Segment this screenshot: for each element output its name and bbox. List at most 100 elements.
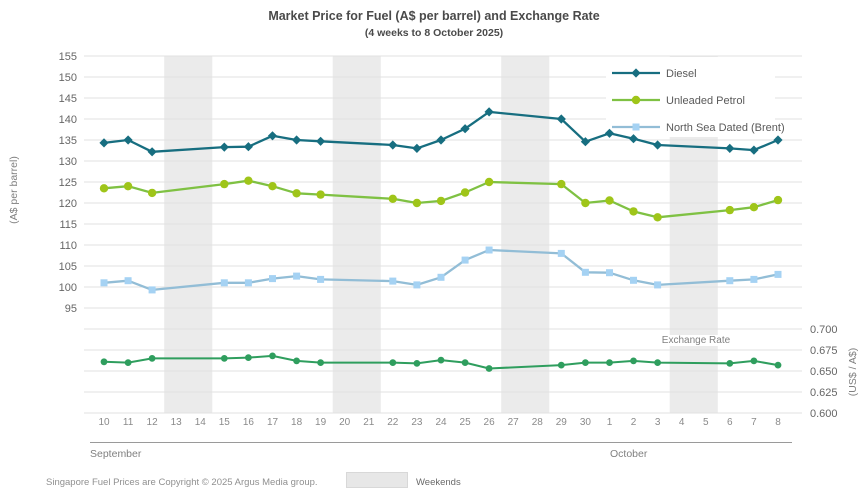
north-sea-dated-brent-point (774, 270, 782, 278)
x-axis-day-label: 6 (727, 417, 733, 428)
north-sea-dated-brent-point (293, 272, 301, 280)
exchange-rate-point (750, 357, 758, 365)
x-axis-day-label: 10 (98, 417, 110, 428)
left-axis-tick: 155 (59, 51, 77, 63)
unleaded-petrol-point (292, 189, 301, 198)
x-axis-day-label: 1 (607, 417, 613, 428)
diesel-point (219, 142, 229, 152)
x-axis-day-label: 26 (484, 417, 496, 428)
diesel-point (316, 136, 326, 146)
exchange-rate-point (245, 354, 252, 361)
unleaded-petrol-point (123, 182, 133, 191)
right-axis-tick: 0.675 (810, 345, 838, 357)
north-sea-dated-brent-point (630, 276, 637, 284)
exchange-rate-point (654, 359, 661, 366)
diesel-point (580, 137, 590, 147)
exchange-rate-point (774, 361, 782, 369)
diesel-point (556, 114, 566, 124)
x-axis-day-label: 29 (556, 417, 568, 428)
exchange-rate-point (148, 355, 156, 362)
north-sea-dated-brent-point (244, 279, 252, 287)
weekend-legend-swatch (346, 472, 408, 488)
diesel-point (725, 143, 735, 153)
diesel-point (243, 142, 253, 152)
month-label-september: September (90, 448, 142, 460)
diesel-point (412, 143, 422, 153)
x-axis-day-label: 12 (147, 417, 159, 428)
unleaded-petrol-point (725, 205, 734, 215)
north-sea-dated-brent-point (750, 275, 758, 283)
x-axis-day-label: 30 (580, 417, 592, 428)
unleaded-petrol-point (749, 203, 759, 212)
diesel-point (267, 131, 278, 141)
left-axis-tick: 145 (59, 93, 77, 105)
x-axis-day-label: 20 (339, 417, 351, 428)
north-sea-dated-brent-point (461, 256, 469, 264)
diesel-point (388, 140, 398, 150)
left-axis-tick: 120 (59, 198, 77, 210)
left-axis-tick: 150 (59, 72, 77, 84)
diesel-point (460, 124, 470, 134)
left-axis-tick: 125 (59, 177, 77, 189)
exchange-rate-point (630, 357, 637, 365)
diesel-point (99, 138, 109, 148)
exchange-rate-point (389, 359, 397, 366)
month-label-october: October (610, 448, 648, 460)
unleaded-petrol-point (653, 213, 662, 222)
legend-marker-north-sea-dated-brent (632, 123, 640, 131)
x-axis-day-label: 2 (631, 417, 637, 428)
north-sea-dated-brent-point (654, 281, 662, 289)
legend-label-unleaded-petrol: Unleaded Petrol (666, 95, 745, 107)
right-axis-tick: 0.625 (810, 387, 838, 399)
north-sea-dated-brent-point (413, 281, 421, 289)
x-axis-day-label: 11 (123, 417, 134, 428)
diesel-point (773, 135, 783, 145)
left-axis-tick: 130 (59, 156, 77, 168)
weekend-legend-label: Weekends (416, 477, 461, 488)
weekend-band (332, 56, 381, 413)
x-axis-day-label: 13 (171, 417, 183, 428)
x-axis-day-label: 21 (363, 417, 375, 428)
unleaded-petrol-point (460, 188, 470, 197)
left-axis-tick: 140 (59, 114, 77, 126)
x-axis-day-label: 28 (532, 417, 544, 428)
unleaded-petrol-point (99, 184, 109, 193)
footer-copyright: Singapore Fuel Prices are Copyright © 20… (46, 477, 318, 488)
exchange-rate-point (100, 358, 108, 366)
north-sea-dated-brent-point (437, 273, 445, 281)
diesel-point (604, 128, 615, 138)
weekend-band (164, 56, 213, 413)
x-axis-day-label: 24 (435, 417, 447, 428)
unleaded-petrol-point (581, 198, 590, 208)
left-axis-tick: 105 (59, 261, 77, 273)
x-axis-day-label: 25 (460, 417, 472, 428)
diesel-point (653, 140, 663, 150)
exchange-rate-point (124, 359, 132, 366)
unleaded-petrol-point (412, 198, 422, 208)
x-axis-day-label: 5 (703, 417, 709, 428)
left-axis-title: (A$ per barrel) (8, 156, 20, 224)
diesel-point (147, 147, 157, 157)
unleaded-petrol-point (244, 176, 253, 185)
diesel-point (436, 135, 446, 145)
x-axis-day-label: 4 (679, 417, 685, 428)
x-axis-day-label: 16 (243, 417, 255, 428)
exchange-rate-point (293, 357, 300, 365)
north-sea-dated-brent-point (124, 277, 132, 285)
exchange-rate-point (557, 361, 565, 369)
unleaded-petrol-point (629, 207, 638, 216)
diesel-point (628, 134, 639, 144)
north-sea-dated-brent-point (581, 268, 589, 276)
north-sea-dated-brent-point (606, 269, 613, 277)
left-axis-tick: 110 (59, 240, 77, 252)
north-sea-dated-brent-point (557, 249, 565, 257)
exchange-rate-point (485, 365, 493, 372)
x-axis-day-label: 18 (291, 417, 303, 428)
exchange-rate-point (317, 359, 324, 366)
exchange-rate-point (220, 355, 228, 362)
x-axis-day-label: 7 (751, 417, 757, 428)
unleaded-petrol-point (436, 196, 446, 206)
x-axis-day-label: 15 (219, 417, 231, 428)
